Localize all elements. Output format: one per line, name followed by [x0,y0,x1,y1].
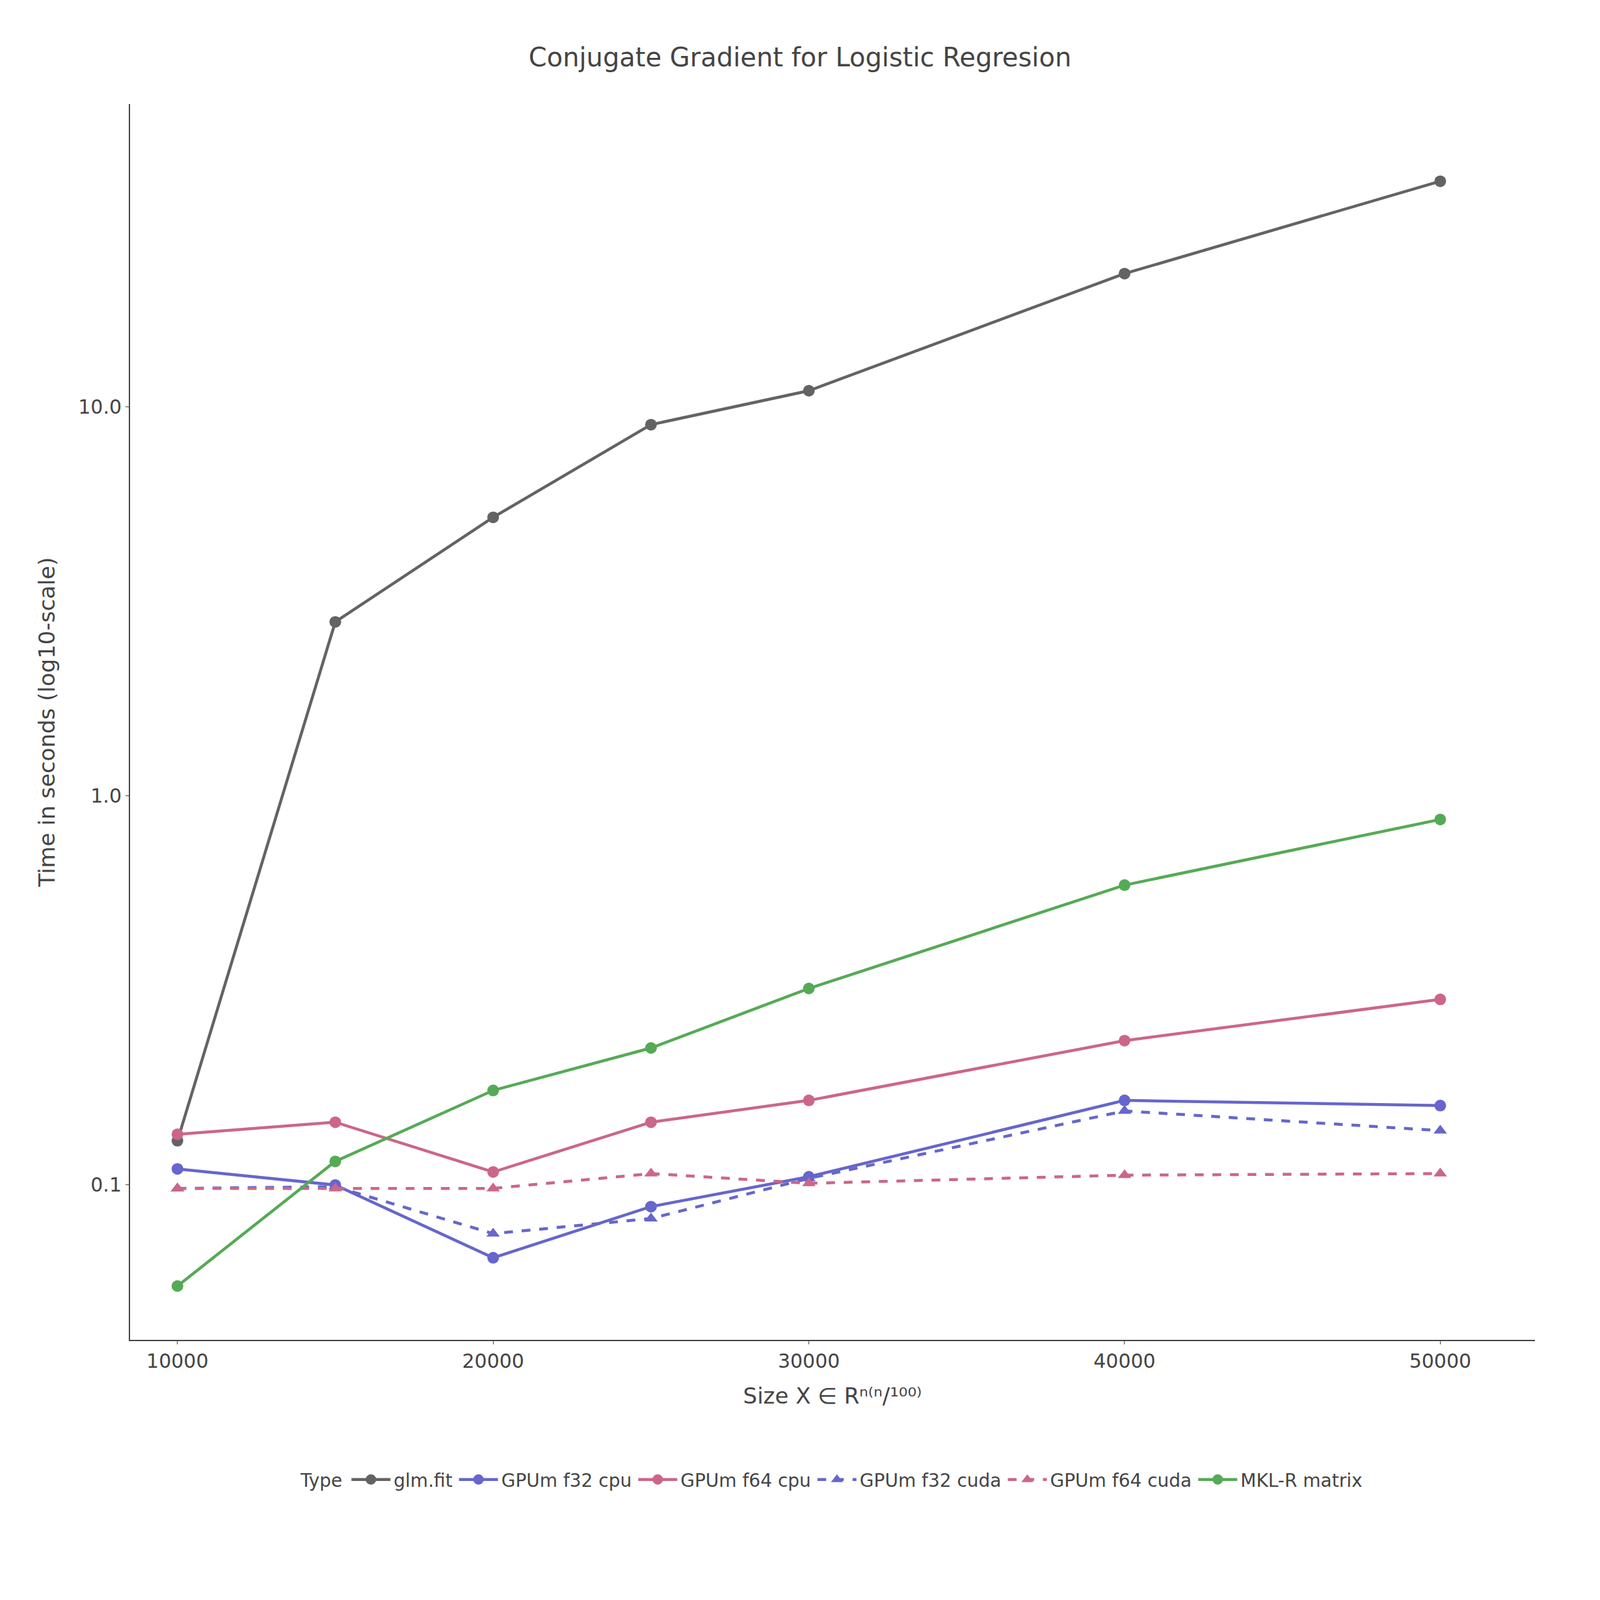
svg-text:Time in seconds (log10-scale): Time in seconds (log10-scale) [33,556,60,888]
svg-text:10000: 10000 [146,1349,209,1373]
svg-text:0.1: 0.1 [90,1173,122,1197]
svg-text:Conjugate Gradient for Logisti: Conjugate Gradient for Logistic Regresio… [528,42,1072,73]
svg-text:glm.fit: glm.fit [393,1469,453,1492]
svg-text:Type: Type [299,1469,343,1492]
svg-text:40000: 40000 [1093,1349,1156,1373]
svg-text:Size X ∈ Rⁿ⁽ⁿ/¹⁰⁰⁾: Size X ∈ Rⁿ⁽ⁿ/¹⁰⁰⁾ [743,1382,923,1409]
svg-text:10.0: 10.0 [78,395,122,419]
svg-text:30000: 30000 [777,1349,840,1373]
svg-text:GPUm f64 cuda: GPUm f64 cuda [1050,1469,1193,1492]
svg-text:50000: 50000 [1409,1349,1472,1373]
svg-text:1.0: 1.0 [90,784,122,808]
svg-text:GPUm f64 cpu: GPUm f64 cpu [680,1469,812,1492]
svg-text:20000: 20000 [461,1349,524,1373]
svg-text:GPUm f32 cuda: GPUm f32 cuda [859,1469,1002,1492]
svg-text:GPUm f32 cpu: GPUm f32 cpu [501,1469,633,1492]
svg-text:MKL-R matrix: MKL-R matrix [1240,1469,1362,1492]
